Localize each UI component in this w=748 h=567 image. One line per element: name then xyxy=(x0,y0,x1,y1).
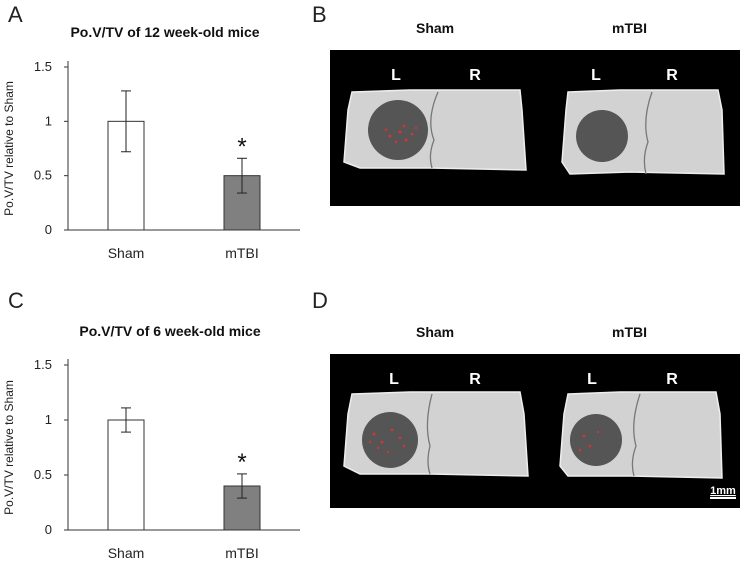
chart-title: Po.V/TV of 12 week-old mice xyxy=(70,24,259,40)
suture-sham xyxy=(426,393,433,475)
microct-image-12-week: L R L R xyxy=(330,50,740,206)
bone-formation-sham xyxy=(384,124,418,144)
y-tick-label: 0.5 xyxy=(34,168,52,183)
x-tick-label: Sham xyxy=(108,545,145,561)
significance-marker: * xyxy=(237,133,246,160)
chart-svg-6-week: Po.V/TV of 6 week-old mice Po.V/TV relati… xyxy=(2,323,300,561)
side-label-l: L xyxy=(391,67,401,84)
suture-mtbi xyxy=(643,91,653,175)
suture-sham xyxy=(429,91,439,169)
x-tick-label: mTBI xyxy=(225,245,258,261)
side-label-l: L xyxy=(587,371,597,388)
y-tick-label: 0 xyxy=(45,222,52,237)
y-axis-label: Po.V/TV relative to Sham xyxy=(2,81,16,216)
x-tick-label: mTBI xyxy=(225,545,258,561)
panel-letter-d: D xyxy=(312,288,328,313)
y-tick-label: 1 xyxy=(45,113,52,128)
y-tick-label: 0 xyxy=(45,522,52,537)
microct-panel-12-week: Sham mTBI L R L R xyxy=(330,0,748,215)
panel-letter-a: A xyxy=(8,2,23,27)
defect-circle-mtbi xyxy=(570,414,622,466)
bar-mtbi xyxy=(223,485,261,531)
defect-circle-sham xyxy=(362,412,418,468)
side-label-l: L xyxy=(591,67,601,84)
bar-chart-12-week: Po.V/TV of 12 week-old mice Po.V/TV relat… xyxy=(0,0,300,280)
image-header-sham: Sham xyxy=(416,324,455,340)
bone-formation-mtbi xyxy=(578,430,600,452)
microct-panel-6-week: Sham mTBI L R L R 1mm xyxy=(330,300,748,515)
side-label-r: R xyxy=(666,67,678,84)
significance-marker: * xyxy=(237,449,246,476)
scale-bar-label: 1mm xyxy=(710,485,736,497)
suture-mtbi xyxy=(631,393,641,477)
side-label-l: L xyxy=(389,371,399,388)
bar-chart-6-week: Po.V/TV of 6 week-old mice Po.V/TV relati… xyxy=(0,300,300,562)
side-label-r: R xyxy=(469,67,481,84)
bar-sham xyxy=(107,419,145,531)
chart-title: Po.V/TV of 6 week-old mice xyxy=(79,323,260,339)
y-tick-label: 1 xyxy=(45,412,52,427)
x-tick-label: Sham xyxy=(108,245,145,261)
image-header-mtbi: mTBI xyxy=(612,324,647,340)
bar-sham xyxy=(107,120,145,231)
defect-circle-mtbi xyxy=(576,110,628,162)
y-axis-label: Po.V/TV relative to Sham xyxy=(2,380,16,515)
panel-letter-c: C xyxy=(8,288,24,313)
defect-circle-sham xyxy=(368,100,428,160)
y-tick-label: 1.5 xyxy=(34,59,52,74)
y-tick-label: 0.5 xyxy=(34,467,52,482)
bone-formation-sham xyxy=(368,428,406,454)
panel-letter-b: B xyxy=(312,2,327,27)
image-header-sham: Sham xyxy=(416,20,455,36)
chart-svg-12-week: Po.V/TV of 12 week-old mice Po.V/TV relat… xyxy=(2,24,300,261)
side-label-r: R xyxy=(469,371,481,388)
y-tick-label: 1.5 xyxy=(34,357,52,372)
image-header-mtbi: mTBI xyxy=(612,20,647,36)
side-label-r: R xyxy=(666,371,678,388)
microct-image-6-week: L R L R 1mm xyxy=(330,354,740,508)
